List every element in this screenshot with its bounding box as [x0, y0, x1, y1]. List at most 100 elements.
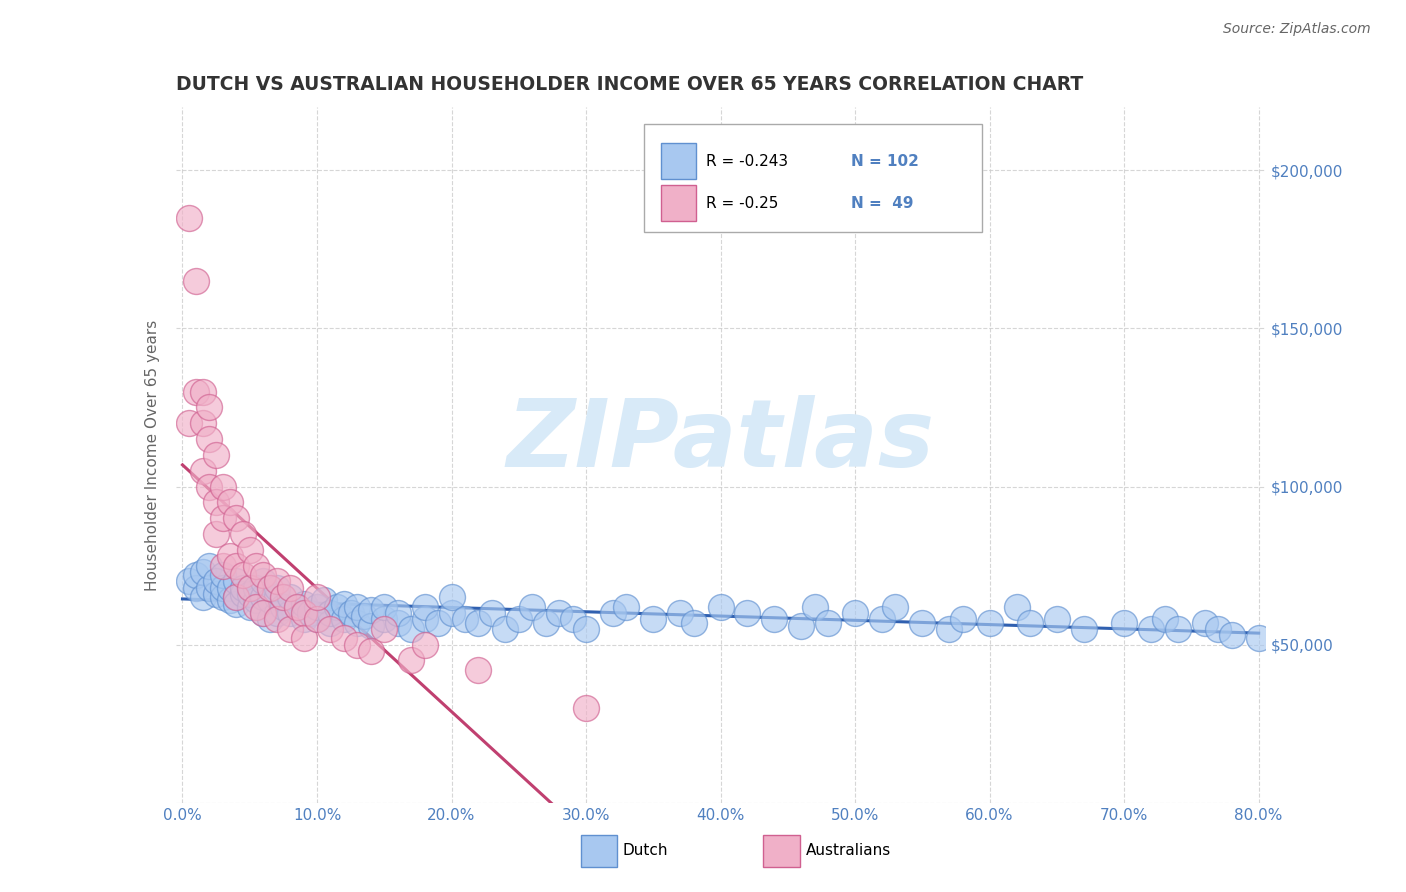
Text: Dutch: Dutch: [623, 844, 668, 858]
Point: [184, 581, 207, 595]
Point: [440, 591, 463, 605]
Point: [360, 618, 382, 632]
Point: [326, 599, 349, 614]
Point: [273, 599, 295, 614]
Point: [413, 599, 436, 614]
Point: [669, 606, 692, 620]
Point: [305, 599, 328, 614]
Point: [305, 591, 328, 605]
Point: [1208, 622, 1230, 636]
Point: [373, 622, 395, 636]
Point: [373, 599, 395, 614]
Point: [225, 597, 247, 611]
Point: [737, 606, 759, 620]
Point: [844, 606, 866, 620]
Point: [333, 632, 356, 646]
Point: [319, 622, 342, 636]
Point: [1114, 615, 1136, 630]
Point: [387, 615, 409, 630]
Point: [979, 615, 1001, 630]
Point: [346, 599, 368, 614]
Point: [225, 511, 247, 525]
Point: [252, 606, 274, 620]
Point: [266, 581, 288, 595]
Point: [211, 568, 233, 582]
Point: [184, 384, 207, 399]
Point: [427, 615, 450, 630]
Text: DUTCH VS AUSTRALIAN HOUSEHOLDER INCOME OVER 65 YEARS CORRELATION CHART: DUTCH VS AUSTRALIAN HOUSEHOLDER INCOME O…: [176, 75, 1083, 95]
Point: [218, 593, 240, 607]
Point: [225, 558, 247, 573]
Point: [232, 568, 254, 582]
Point: [1019, 615, 1042, 630]
Point: [225, 591, 247, 605]
Text: ZIPatlas: ZIPatlas: [506, 395, 935, 487]
Point: [346, 638, 368, 652]
Point: [319, 606, 342, 620]
Point: [232, 527, 254, 541]
Point: [198, 479, 221, 493]
Point: [467, 615, 489, 630]
Point: [218, 495, 240, 509]
Point: [360, 603, 382, 617]
Point: [682, 615, 704, 630]
FancyBboxPatch shape: [644, 124, 981, 232]
Point: [353, 609, 375, 624]
Point: [266, 606, 288, 620]
Point: [245, 599, 267, 614]
Point: [870, 612, 893, 626]
Point: [278, 622, 301, 636]
Point: [803, 599, 825, 614]
Point: [602, 606, 624, 620]
Point: [198, 401, 221, 415]
Point: [211, 558, 233, 573]
Point: [245, 581, 267, 595]
Point: [252, 606, 274, 620]
Point: [399, 622, 422, 636]
Point: [211, 511, 233, 525]
Point: [278, 591, 301, 605]
Point: [548, 606, 571, 620]
Point: [252, 591, 274, 605]
Point: [252, 574, 274, 589]
Point: [763, 612, 786, 626]
Point: [312, 593, 335, 607]
FancyBboxPatch shape: [661, 185, 696, 221]
Point: [911, 615, 934, 630]
Point: [333, 612, 356, 626]
Point: [273, 591, 295, 605]
Point: [211, 581, 233, 595]
Point: [292, 632, 315, 646]
Text: N = 102: N = 102: [852, 153, 920, 169]
Point: [239, 587, 262, 601]
Point: [1167, 622, 1189, 636]
Point: [1005, 599, 1028, 614]
Point: [790, 618, 813, 632]
Point: [494, 622, 516, 636]
Point: [266, 612, 288, 626]
Point: [239, 542, 262, 557]
Point: [252, 568, 274, 582]
Point: [387, 606, 409, 620]
Point: [305, 612, 328, 626]
Point: [205, 448, 228, 462]
Point: [299, 606, 322, 620]
Point: [218, 549, 240, 563]
Point: [205, 495, 228, 509]
Y-axis label: Householder Income Over 65 years: Householder Income Over 65 years: [145, 319, 160, 591]
Point: [232, 581, 254, 595]
Text: Source: ZipAtlas.com: Source: ZipAtlas.com: [1223, 22, 1371, 37]
Point: [285, 599, 308, 614]
Text: N =  49: N = 49: [852, 195, 914, 211]
Point: [218, 581, 240, 595]
Point: [522, 599, 544, 614]
Point: [292, 612, 315, 626]
Point: [205, 587, 228, 601]
Point: [360, 644, 382, 658]
Text: Australians: Australians: [806, 844, 891, 858]
Point: [481, 606, 503, 620]
Point: [938, 622, 960, 636]
Point: [1140, 622, 1163, 636]
Point: [205, 574, 228, 589]
Point: [534, 615, 557, 630]
